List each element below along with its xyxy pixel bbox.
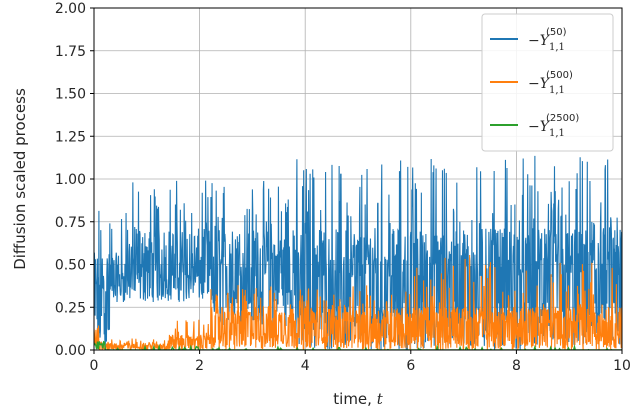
x-axis-title: time, t [333, 390, 383, 408]
x-tick-label-0: 0 [90, 358, 99, 374]
legend-frame [481, 13, 614, 152]
plot-area [94, 155, 622, 350]
legend-superscript-1: (500) [546, 70, 573, 81]
legend-superscript-2: (2500) [546, 113, 579, 124]
x-tick-label-1: 2 [195, 358, 204, 374]
x-axis-title-variable: t [377, 390, 384, 408]
y-tick-label-7: 1.75 [55, 44, 86, 60]
legend-symbol-2: −Y [528, 119, 551, 135]
y-tick-label-3: 0.75 [55, 215, 86, 231]
axis-ticks: 0 2 4 6 8 10 0.00 0.25 0.50 0.75 1.00 1.25 1.50 1.75 2… [55, 1, 631, 374]
legend: −Y1,1(50)−Y1,1(500)−Y1,1(2500) [481, 13, 614, 152]
series-line-1 [94, 254, 622, 350]
x-tick-label-5: 10 [613, 358, 631, 374]
y-tick-label-5: 1.25 [55, 129, 86, 145]
series-line-0 [94, 155, 622, 350]
y-tick-label-0: 0.00 [55, 343, 86, 359]
legend-entry-2: −Y1,1 [528, 119, 565, 139]
x-axis-title-text: time, [333, 390, 376, 408]
x-tick-label-2: 4 [301, 358, 310, 374]
legend-entry-0: −Y1,1 [528, 33, 565, 53]
y-axis-title: Diffusion scaled process [11, 88, 29, 270]
x-tick-label-4: 8 [512, 358, 521, 374]
y-tick-label-8: 2.00 [55, 1, 86, 17]
legend-symbol-0: −Y [528, 33, 551, 49]
legend-subscript-0: 1,1 [549, 42, 565, 53]
legend-subscript-2: 1,1 [549, 128, 565, 139]
x-tick-label-3: 6 [406, 358, 415, 374]
legend-subscript-1: 1,1 [549, 85, 565, 96]
y-tick-label-2: 0.50 [55, 258, 86, 274]
y-tick-label-1: 0.25 [55, 300, 86, 316]
legend-symbol-1: −Y [528, 76, 551, 92]
legend-entry-1: −Y1,1 [528, 76, 565, 96]
y-tick-label-6: 1.50 [55, 87, 86, 103]
legend-superscript-0: (50) [546, 27, 567, 38]
y-tick-label-4: 1.00 [55, 172, 86, 188]
